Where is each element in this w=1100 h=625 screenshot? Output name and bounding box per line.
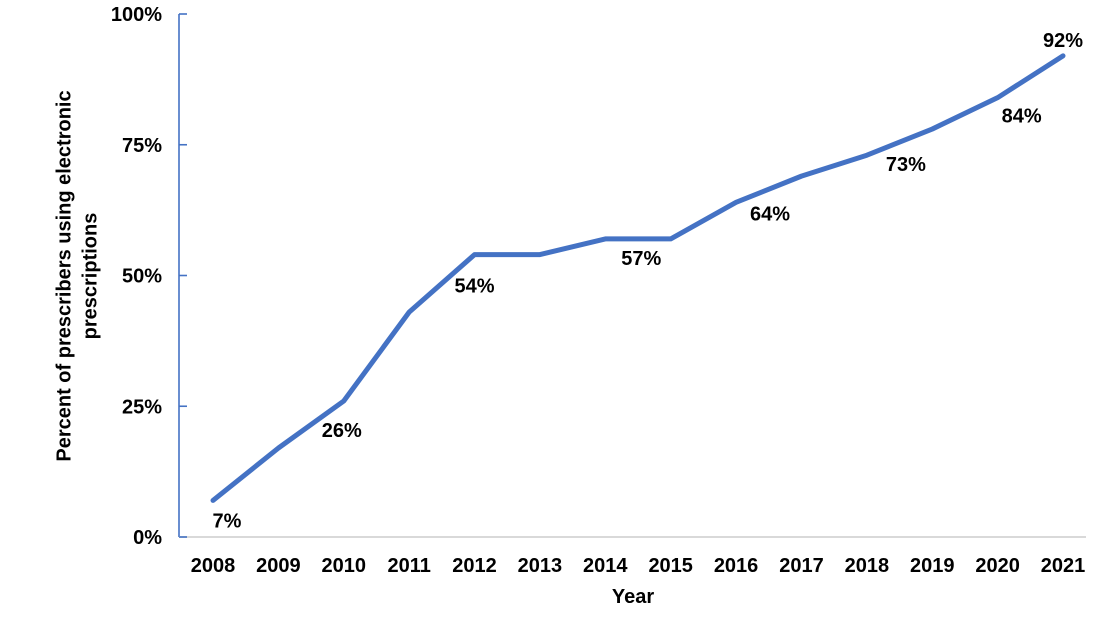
data-point-label: 84%	[1002, 106, 1042, 128]
data-point-label: 73%	[886, 154, 926, 176]
y-tick-label: 50%	[122, 266, 162, 288]
y-tick-label: 100%	[111, 4, 162, 26]
x-tick-label: 2021	[1041, 555, 1086, 577]
x-tick-label: 2019	[910, 555, 955, 577]
data-point-label: 92%	[1043, 30, 1083, 52]
x-tick-label: 2011	[387, 555, 430, 577]
data-point-label: 7%	[213, 510, 242, 532]
x-tick-label: 2018	[845, 555, 890, 577]
y-tick-label: 0%	[133, 527, 162, 549]
x-tick-label: 2012	[452, 555, 497, 577]
x-tick-label: 2017	[779, 555, 824, 577]
data-point-label: 64%	[750, 203, 790, 225]
x-tick-label: 2008	[191, 555, 236, 577]
data-series-line	[210, 53, 1066, 503]
x-tick-label: 2016	[714, 555, 759, 577]
y-axis-title: Percent of prescribers using electronic …	[53, 90, 102, 462]
x-tick-label: 2009	[256, 555, 301, 577]
x-tick-label: 2020	[975, 555, 1020, 577]
x-tick-label: 2015	[648, 555, 693, 577]
x-tick-label: 2010	[322, 555, 367, 577]
x-tick-label: 2013	[518, 555, 563, 577]
y-tick-label: 75%	[122, 135, 162, 157]
x-tick-label: 2014	[583, 555, 628, 577]
x-axis-title: Year	[611, 586, 655, 608]
data-point-label: 26%	[322, 420, 362, 442]
data-point-label: 57%	[621, 248, 661, 270]
y-tick-label: 25%	[122, 396, 162, 418]
data-point-label: 54%	[455, 276, 495, 298]
